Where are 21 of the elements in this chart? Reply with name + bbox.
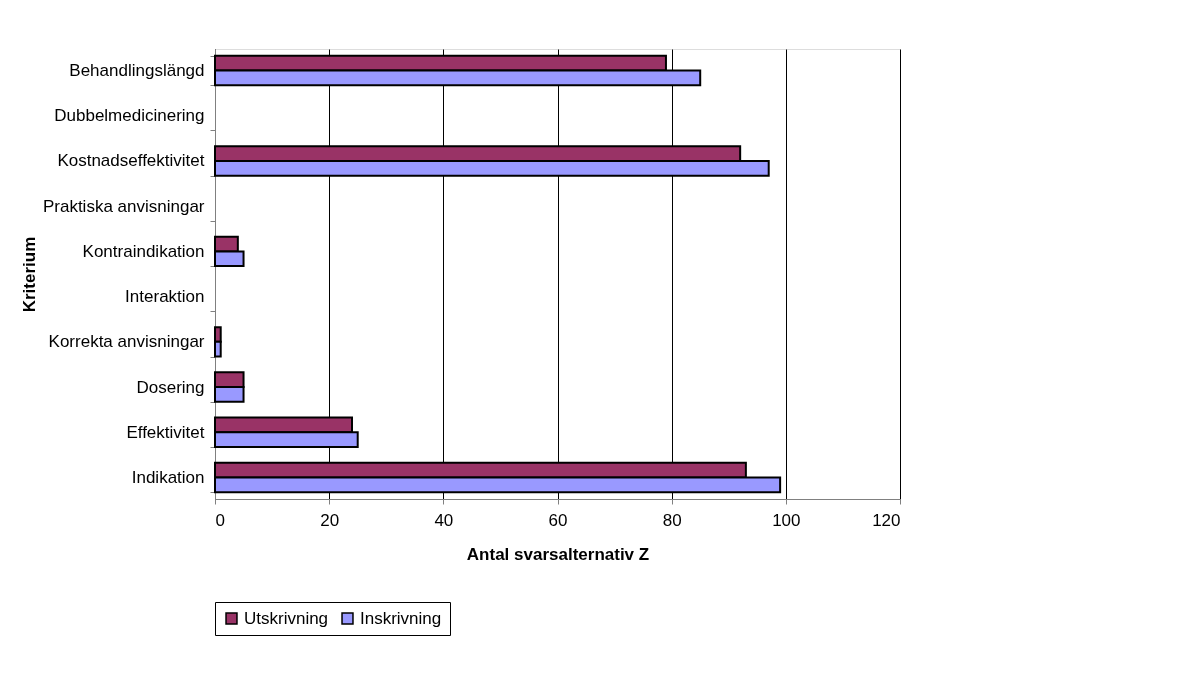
y-axis-title: Kriterium — [19, 236, 39, 313]
x-axis-title: Antal svarsalternativ Z — [466, 544, 650, 564]
x-tick-label: 40 — [434, 510, 454, 530]
y-tick-label: Dosering — [136, 377, 205, 397]
legend-label: Inskrivning — [360, 608, 442, 628]
y-tick-label: Interaktion — [125, 287, 205, 307]
y-tick-label: Korrekta anvisningar — [48, 332, 205, 352]
x-tick-label: 60 — [548, 510, 568, 530]
x-tick-label: 120 — [872, 510, 901, 530]
y-tick-label: Indikation — [131, 468, 205, 488]
x-tick-label: 20 — [320, 510, 340, 530]
x-tick-label: 100 — [772, 510, 801, 530]
y-tick-label: Behandlingslängd — [69, 60, 205, 80]
y-tick-label: Praktiska anvisningar — [42, 196, 205, 216]
y-tick-label: Kontraindikation — [82, 241, 205, 261]
y-tick-label: Effektivitet — [126, 422, 205, 442]
x-tick-label: 80 — [662, 510, 682, 530]
legend-label: Utskrivning — [244, 608, 329, 628]
x-tick-label: 0 — [215, 510, 225, 530]
y-tick-label: Kostnadseffektivitet — [57, 151, 205, 171]
y-tick-label: Dubbelmedicinering — [54, 106, 205, 126]
